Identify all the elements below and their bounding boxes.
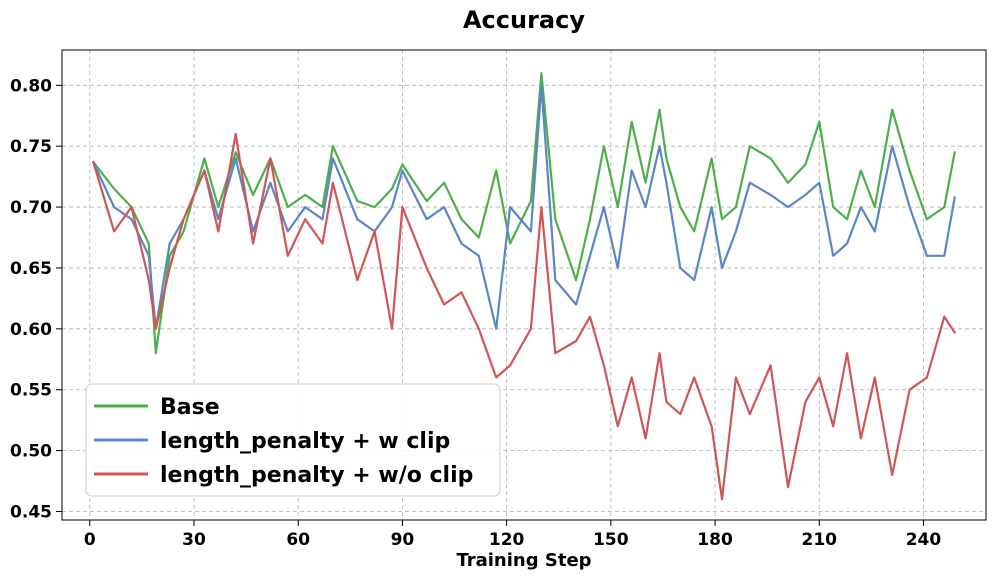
y-tick-label: 0.45 bbox=[10, 502, 52, 522]
y-tick-label: 0.70 bbox=[10, 198, 52, 218]
y-tick-label: 0.50 bbox=[10, 442, 52, 462]
x-tick-label: 180 bbox=[697, 530, 733, 550]
chart-title: Accuracy bbox=[463, 6, 585, 34]
y-tick-label: 0.75 bbox=[10, 137, 52, 157]
series-lines bbox=[92, 71, 956, 501]
y-tick-label: 0.65 bbox=[10, 259, 52, 279]
x-axis-label: Training Step bbox=[456, 550, 591, 571]
x-tick-label: 60 bbox=[286, 530, 310, 550]
x-tick-label: 120 bbox=[489, 530, 525, 550]
y-tick-label: 0.55 bbox=[10, 381, 52, 401]
grid bbox=[62, 50, 986, 520]
y-tick-label: 0.60 bbox=[10, 320, 52, 340]
legend-box bbox=[85, 383, 501, 497]
y-tick-label: 0.80 bbox=[10, 76, 52, 96]
x-tick-label: 0 bbox=[84, 530, 96, 550]
legend-label-wo-clip: length_penalty + w/o clip bbox=[160, 463, 473, 488]
x-axis-ticks: 0 30 60 90 120 150 180 210 240 bbox=[84, 520, 942, 550]
plot-frame bbox=[61, 49, 987, 521]
legend-label-base: Base bbox=[160, 395, 220, 420]
x-tick-label: 150 bbox=[593, 530, 629, 550]
x-tick-label: 210 bbox=[802, 530, 838, 550]
legend: Base length_penalty + w clip length_pena… bbox=[85, 383, 501, 497]
y-axis-ticks: 0.45 0.50 0.55 0.60 0.65 0.70 0.75 0.80 bbox=[10, 76, 62, 522]
x-tick-label: 30 bbox=[182, 530, 206, 550]
series-line-wo-clip bbox=[92, 132, 956, 501]
x-tick-label: 90 bbox=[391, 530, 415, 550]
series-line-w-clip bbox=[92, 84, 956, 330]
series-line-base bbox=[92, 71, 956, 355]
x-tick-label: 240 bbox=[906, 530, 942, 550]
legend-label-w-clip: length_penalty + w clip bbox=[160, 429, 450, 454]
